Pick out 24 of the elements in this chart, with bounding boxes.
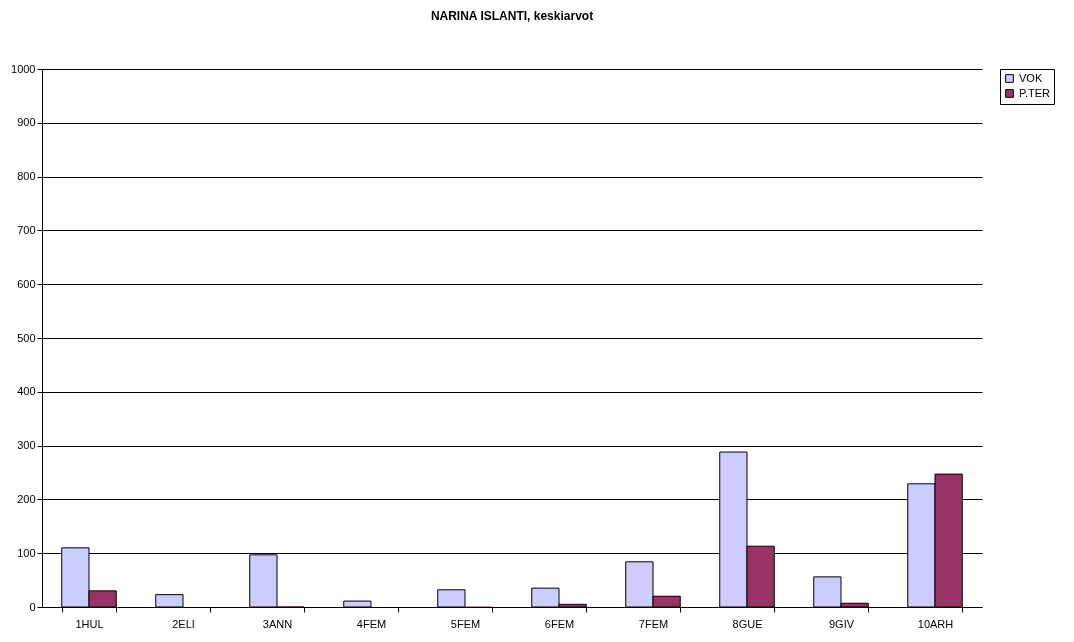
x-tick-label: 8GUE — [732, 617, 763, 630]
y-tick-label: 1000 — [11, 62, 36, 75]
y-tick-label: 0 — [29, 600, 36, 613]
x-tick-label: 1HUL — [75, 617, 104, 630]
x-tick-label: 7FEM — [638, 617, 669, 630]
y-tick-label: 700 — [17, 223, 36, 236]
chart-title: NARINA ISLANTI, keskiarvot — [430, 9, 594, 23]
legend-label: VOK — [1019, 71, 1043, 84]
x-tick-label: 2ELI — [172, 617, 195, 630]
y-tick-label: 900 — [17, 116, 36, 129]
y-tick-label: 100 — [17, 546, 36, 559]
x-tick-label: 3ANN — [262, 617, 293, 630]
y-tick-label: 200 — [17, 492, 36, 505]
y-tick-label: 300 — [17, 439, 36, 452]
y-tick-label: 600 — [17, 277, 36, 290]
x-tick-label: 5FEM — [450, 617, 481, 630]
legend-label: P.TER — [1019, 86, 1051, 99]
y-tick-label: 500 — [17, 331, 36, 344]
x-tick-label: 6FEM — [544, 617, 575, 630]
y-tick-label: 800 — [17, 170, 36, 183]
x-tick-label: 9GIV — [828, 617, 855, 630]
y-tick-label: 400 — [17, 385, 36, 398]
x-tick-label: 10ARH — [917, 617, 954, 630]
x-tick-label: 4FEM — [356, 617, 387, 630]
